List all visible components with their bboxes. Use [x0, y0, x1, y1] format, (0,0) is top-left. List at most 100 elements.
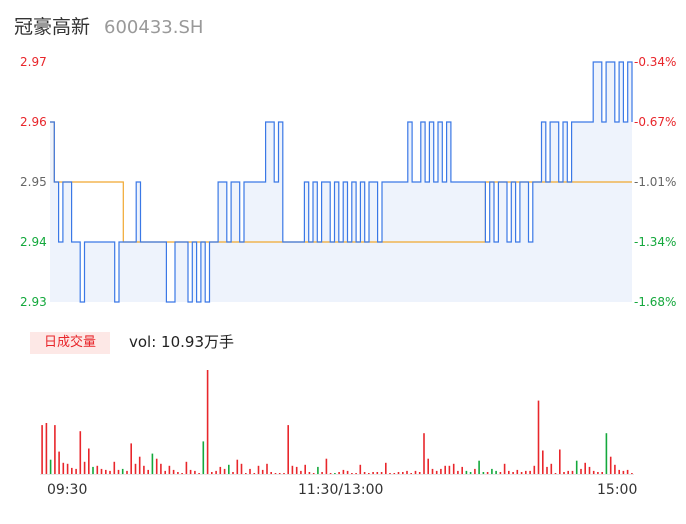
volume-bar: [486, 472, 489, 474]
volume-bar: [351, 473, 353, 474]
volume-bar: [372, 472, 374, 474]
price-tick-label: 2.95: [20, 175, 47, 189]
price-line: [50, 61, 633, 303]
volume-bar: [325, 458, 328, 474]
volume-bar: [563, 472, 565, 474]
volume-bar: [529, 470, 531, 474]
volume-bar: [45, 423, 48, 474]
volume-bar: [418, 472, 421, 474]
volume-bar: [389, 473, 391, 474]
volume-bar: [126, 470, 128, 474]
volume-bar: [189, 469, 192, 474]
volume-bar: [368, 473, 370, 474]
volume-bar: [143, 465, 145, 474]
volume-bar: [554, 473, 557, 474]
volume-chart: [40, 370, 634, 475]
volume-bar: [597, 472, 599, 474]
stock-name: 冠豪高新: [14, 16, 91, 38]
volume-bar: [236, 459, 239, 474]
volume-bar: [478, 460, 480, 474]
volume-bar: [452, 463, 455, 474]
volume-bar: [359, 464, 362, 474]
volume-bar: [206, 370, 209, 474]
volume-bar: [559, 449, 561, 474]
price-tick-label: 2.94: [20, 235, 47, 249]
volume-bar: [295, 466, 298, 474]
volume-bar: [503, 463, 506, 474]
volume-bar: [546, 466, 548, 474]
volume-bar: [308, 472, 311, 474]
volume-bar: [58, 451, 60, 474]
volume-bar: [537, 400, 540, 474]
volume-bar: [312, 473, 315, 474]
volume-bar: [575, 460, 578, 474]
volume-bar: [109, 470, 111, 474]
volume-bar: [609, 456, 612, 474]
volume-bar: [240, 463, 243, 474]
percent-tick-label: -0.67%: [634, 115, 677, 129]
volume-bar: [317, 466, 319, 474]
volume-bar: [482, 472, 485, 474]
percent-tick-label: -1.34%: [634, 235, 677, 249]
volume-bar: [465, 470, 468, 474]
volume-bar: [440, 468, 442, 474]
volume-bar: [105, 469, 107, 474]
volume-bar: [198, 473, 200, 474]
volume-bar: [355, 473, 357, 474]
volume-bar: [151, 453, 154, 474]
volume-bar: [283, 473, 285, 474]
volume-bar: [232, 472, 234, 474]
volume-bar: [202, 441, 205, 474]
stock-code: 600433.SH: [104, 17, 204, 38]
volume-bar: [431, 468, 434, 474]
volume-bar: [117, 469, 120, 474]
volume-bar: [249, 468, 251, 474]
volume-bar: [618, 469, 620, 474]
volume-bar: [525, 470, 527, 474]
volume-bar: [385, 462, 387, 474]
volume-bar: [533, 465, 536, 474]
volume-bar: [172, 469, 175, 474]
volume-bar: [138, 456, 141, 474]
volume-bar: [402, 472, 404, 474]
volume-bar: [588, 466, 591, 474]
volume-bar: [257, 465, 260, 474]
volume-bar: [185, 461, 188, 474]
volume-bar: [194, 470, 196, 474]
stock-header: 冠豪高新 600433.SH: [14, 12, 203, 40]
volume-bar: [291, 465, 294, 474]
volume-bar: [567, 470, 569, 474]
volume-bar: [219, 466, 222, 474]
volume-bar: [155, 458, 158, 474]
volume-bar: [435, 470, 438, 474]
volume-bar: [79, 431, 82, 474]
price-tick-label: 2.93: [20, 295, 47, 309]
volume-bar: [181, 473, 183, 474]
volume-bar: [147, 469, 149, 474]
volume-bar: [134, 463, 137, 474]
volume-bar: [338, 472, 340, 474]
volume-bar: [41, 425, 43, 474]
volume-bar: [62, 462, 65, 474]
volume-bar: [266, 463, 268, 474]
volume-bar: [346, 470, 349, 474]
volume-bar: [130, 443, 132, 474]
volume-bar: [223, 468, 226, 474]
volume-bar: [329, 473, 332, 474]
volume-bar: [626, 469, 629, 474]
volume-bar: [516, 469, 519, 474]
volume-bar: [88, 448, 90, 474]
volume-bar: [287, 425, 289, 474]
volume-bar: [342, 469, 345, 474]
volume-bar: [601, 472, 603, 474]
volume-bar: [495, 470, 497, 474]
volume-bar: [550, 463, 553, 474]
time-label-open: 09:30: [47, 482, 88, 498]
volume-value: vol: 10.93万手: [129, 333, 234, 351]
volume-bar: [474, 468, 476, 474]
volume-bar: [414, 470, 417, 474]
volume-bar: [584, 462, 586, 474]
volume-bar: [380, 472, 383, 474]
volume-bar: [631, 473, 633, 474]
